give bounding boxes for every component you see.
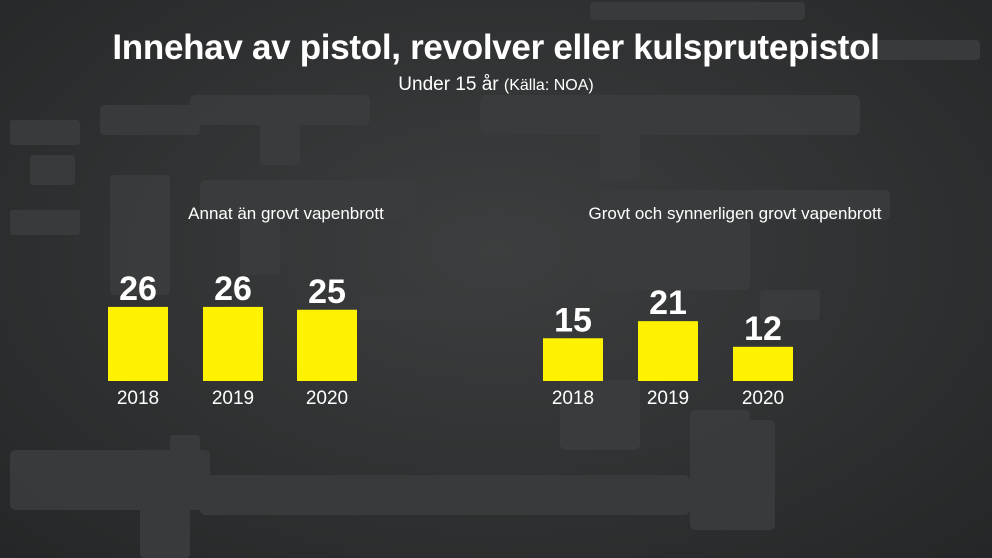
bar-2019 — [203, 306, 263, 381]
chart-panel-2: Grovt och synnerligen grovt vapenbrott 15… — [543, 204, 882, 409]
subtitle-age: Under 15 år — [398, 74, 499, 95]
subtitle-source: (Källa: NOA) — [503, 77, 594, 94]
value-label: 26 — [119, 270, 157, 308]
category-label: 2018 — [552, 388, 594, 409]
chart-subtitle: Under 15 år (Källa: NOA) — [0, 74, 992, 96]
bar-2018 — [108, 306, 168, 381]
value-label: 12 — [744, 310, 782, 348]
value-label: 21 — [649, 284, 687, 322]
value-label: 26 — [214, 270, 252, 308]
chart-title: Innehav av pistol, revolver eller kulspr… — [112, 28, 880, 67]
bar-2018 — [543, 338, 603, 381]
category-label: 2020 — [306, 388, 348, 409]
bar-2019 — [638, 321, 698, 381]
value-label: 15 — [554, 301, 592, 339]
panel-title: Annat än grovt vapenbrott — [188, 204, 384, 223]
bar-2020 — [297, 309, 357, 381]
panel-title: Grovt och synnerligen grovt vapenbrott — [589, 204, 882, 223]
category-label: 2018 — [117, 388, 159, 409]
category-label: 2019 — [647, 388, 689, 409]
category-label: 2019 — [212, 388, 254, 409]
category-label: 2020 — [742, 388, 784, 409]
value-label: 25 — [308, 273, 346, 311]
bar-2020 — [733, 346, 793, 381]
chart-panel-1: Annat än grovt vapenbrott 26 2018 26 2019 25 2… — [108, 204, 384, 409]
